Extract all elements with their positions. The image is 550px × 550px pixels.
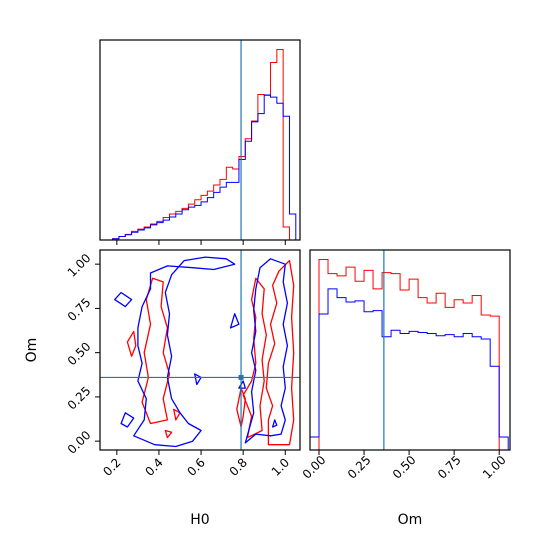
contour-xtick-label-1: 0.4 (142, 455, 165, 478)
contour-xtick-label-3: 0.8 (227, 455, 250, 478)
hist-Om-step-1 (309, 288, 509, 450)
contour-s1-5 (229, 313, 240, 329)
contour-s0-5 (173, 408, 181, 421)
x-axis-label-H0: H0 (190, 512, 209, 528)
contour-x-ticks: 0.2 0.4 0.6 0.8 1.0 (100, 450, 292, 479)
contour-y-ticks: 0.00 0.25 0.50 0.75 1.00 (65, 251, 100, 457)
panel-contour-Om-H0: 0.2 0.4 0.6 0.8 1.0 0.000.250.500.751.00 H0 … (24, 249, 301, 528)
contour-ytick-label-4: 1.00 (65, 251, 94, 280)
contour-s1-0 (133, 256, 236, 448)
contour-s0-1 (242, 277, 267, 439)
hist-H0-frame (99, 39, 301, 241)
contour-frame (99, 249, 301, 451)
contour-s1-4 (194, 373, 202, 386)
hist-H0-ticks (116, 240, 286, 245)
contour-s1-2 (120, 412, 135, 428)
truth-marker (238, 374, 244, 380)
x-axis-label-Om: Om (398, 512, 423, 528)
contour-ytick-label-2: 0.50 (65, 339, 94, 368)
contour-s1-1 (244, 258, 289, 444)
contour-s1-7 (271, 419, 278, 428)
hist-Om-step-0 (310, 259, 509, 451)
panel-hist-H0 (99, 39, 301, 245)
hist-Om-xtick-label-1: 0.25 (345, 453, 374, 482)
contour-s1-3 (114, 291, 133, 308)
hist-Om-series (309, 259, 509, 451)
hist-H0-step-0 (100, 49, 296, 241)
contour-ytick-label-1: 0.25 (65, 384, 94, 413)
hist-Om-xtick-label-3: 0.75 (435, 453, 464, 482)
hist-Om-frame (309, 249, 511, 451)
contour-s0-4 (126, 330, 137, 357)
contour-s1-6 (238, 380, 246, 389)
hist-H0-series (100, 49, 297, 241)
contour-xtick-label-0: 0.2 (100, 455, 123, 478)
contour-s0-3 (141, 277, 171, 425)
contour-xtick-label-4: 1.0 (269, 455, 292, 478)
hist-Om-xtick-label-0: 0.00 (300, 453, 329, 482)
hist-Om-xtick-label-4: 1.00 (480, 453, 509, 482)
contour-s0-0 (265, 259, 295, 446)
hist-Om-xtick-label-2: 0.50 (390, 453, 419, 482)
hist-Om-ticks: 0.00 0.25 0.50 0.75 1.00 (300, 450, 509, 482)
hist-H0-step-1 (100, 94, 297, 241)
contour-xtick-label-2: 0.6 (185, 455, 208, 478)
contour-ytick-label-3: 0.75 (65, 295, 94, 324)
panel-hist-Om: 0.00 0.25 0.50 0.75 1.00 Om (300, 249, 511, 528)
contour-s0-6 (164, 429, 173, 439)
contour-ytick-label-0: 0.00 (65, 428, 94, 457)
y-axis-label-Om: Om (24, 338, 40, 363)
contour-s0-2 (236, 387, 246, 428)
contour-series (114, 256, 295, 448)
